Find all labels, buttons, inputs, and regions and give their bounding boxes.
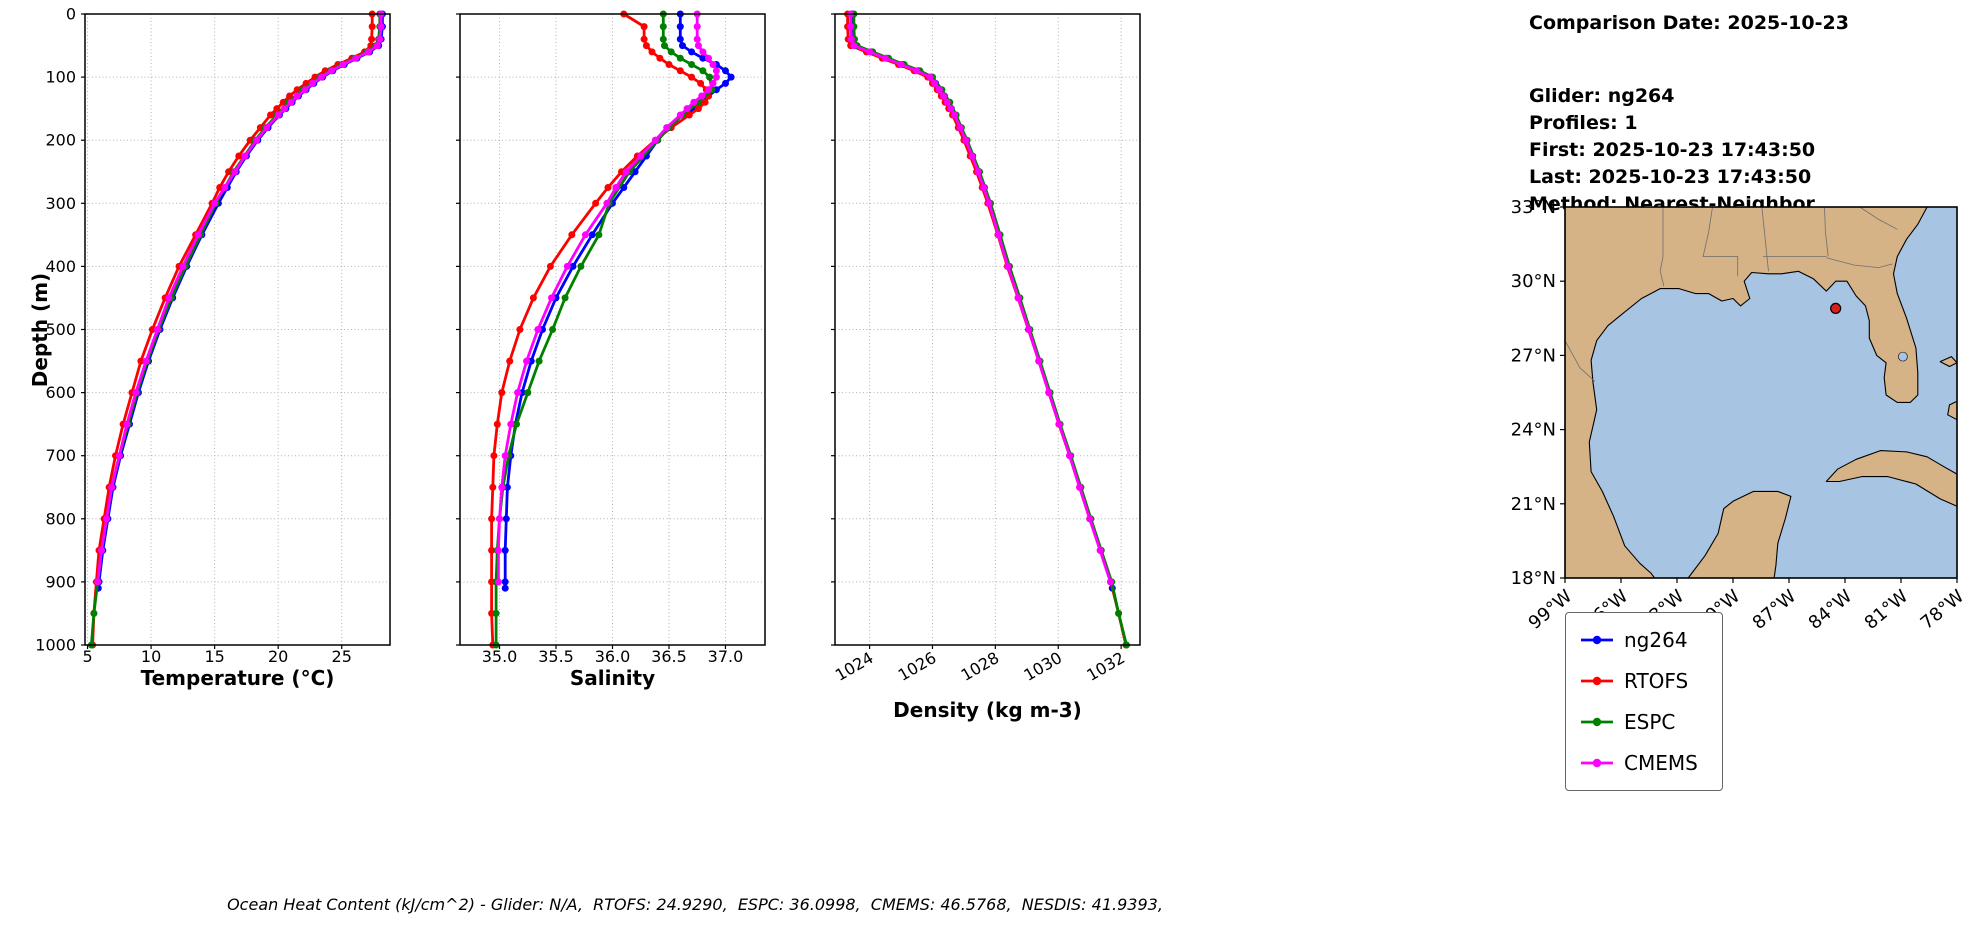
gridlines [85, 13, 390, 646]
series-RTOFS [844, 10, 1130, 649]
series-CMEMS [94, 10, 385, 586]
svg-text:1000: 1000 [35, 636, 76, 655]
svg-text:18°N: 18°N [1511, 568, 1556, 589]
comparison-date: Comparison Date: 2025-10-23 [1529, 12, 1849, 34]
map-state-border [1564, 340, 1596, 382]
axis-ticks [81, 13, 343, 649]
svg-text:0: 0 [66, 5, 76, 24]
svg-text:1024: 1024 [832, 648, 877, 685]
svg-text:24°N: 24°N [1511, 420, 1556, 441]
svg-text:81°W: 81°W [1861, 586, 1913, 634]
comparison-info-block: Comparison Date: 2025-10-23 Glider: ng26… [1529, 10, 1849, 218]
svg-text:30°N: 30°N [1511, 271, 1556, 292]
map-state-border [1826, 257, 1893, 269]
svg-text:200: 200 [45, 131, 76, 150]
legend-item-CMEMS: CMEMS [1580, 748, 1708, 778]
svg-text:20: 20 [268, 647, 288, 666]
map-state-border [1659, 207, 1665, 287]
svg-text:78°W: 78°W [1917, 586, 1969, 634]
map-state-border [1702, 206, 1739, 277]
svg-text:300: 300 [45, 194, 76, 213]
svg-text:900: 900 [45, 572, 76, 591]
plot-frame [459, 13, 766, 646]
legend-line-sample [1581, 635, 1613, 645]
legend-item-RTOFS: RTOFS [1580, 666, 1708, 696]
svg-text:1026: 1026 [895, 648, 940, 685]
ohc-footer: Ocean Heat Content (kJ/cm^2) - Glider: N… [227, 895, 1163, 914]
svg-text:36.5: 36.5 [651, 647, 687, 666]
series-ng264 [94, 10, 386, 592]
gulf-of-mexico-map: 99°W 96°W 93°W 90°W 87°W 84°W 81°W 78°W33°N30°N… [1511, 197, 1969, 634]
profiles-count: Profiles: 1 [1529, 112, 1638, 134]
map-state-border [1824, 206, 1829, 257]
tick-labels: 5 10 15 20 25 0 100 200 300 400 500 600 700 800 900 100… [35, 5, 352, 667]
legend-label: RTOFS [1624, 669, 1689, 693]
series-CMEMS [494, 10, 720, 586]
legend-line-sample [1581, 676, 1613, 686]
map-frame [1564, 206, 1958, 579]
map-state-border [1761, 206, 1769, 272]
svg-text:33°N: 33°N [1511, 197, 1556, 218]
svg-text:21°N: 21°N [1511, 494, 1556, 515]
map-ticks [1560, 206, 1958, 583]
glider-name: Glider: ng264 [1529, 85, 1675, 107]
map-state-border [1859, 206, 1898, 230]
first-profile-time: First: 2025-10-23 17:43:50 [1529, 139, 1816, 161]
svg-text:37.0: 37.0 [708, 647, 744, 666]
plot-frame [834, 13, 1141, 646]
svg-text:27°N: 27°N [1511, 345, 1556, 366]
salinity-xlabel: Salinity [569, 666, 656, 690]
legend-box: ng264 RTOFS ESPC CMEMS [1565, 612, 1723, 791]
glider-position-marker [1830, 302, 1842, 315]
series-ng264 [848, 10, 1116, 592]
temperature-xlabel: Temperature (°C) [140, 666, 335, 690]
svg-text:5: 5 [82, 647, 92, 666]
svg-text:700: 700 [45, 446, 76, 465]
map-land [1564, 206, 1928, 579]
svg-text:10: 10 [141, 647, 161, 666]
svg-text:400: 400 [45, 257, 76, 276]
svg-text:600: 600 [45, 383, 76, 402]
svg-text:1028: 1028 [958, 648, 1003, 685]
legend-line-sample [1581, 717, 1613, 727]
tick-labels: 1024 1026 1028 1030 1032 [832, 648, 1128, 685]
density-xlabel: Density (kg m-3) [893, 698, 1082, 722]
legend-item-ESPC: ESPC [1580, 707, 1708, 737]
legend-label: ng264 [1624, 628, 1688, 652]
temperature-profile-plot: 5 10 15 20 25 0 100 200 300 400 500 600 700 800 900 100… [35, 5, 391, 666]
legend-label: ESPC [1624, 710, 1676, 734]
svg-text:87°W: 87°W [1749, 586, 1801, 634]
svg-text:800: 800 [45, 509, 76, 528]
svg-text:25: 25 [332, 647, 352, 666]
svg-text:15: 15 [204, 647, 224, 666]
svg-text:35.5: 35.5 [538, 647, 574, 666]
axis-ticks [831, 13, 1122, 649]
svg-text:100: 100 [45, 68, 76, 87]
density-profile-plot: 1024 1026 1028 1030 1032 [831, 10, 1141, 685]
svg-text:84°W: 84°W [1805, 586, 1857, 634]
lake-okeechobee [1898, 351, 1908, 362]
svg-text:500: 500 [45, 320, 76, 339]
svg-text:35.0: 35.0 [482, 647, 518, 666]
gridlines [835, 13, 1140, 646]
tick-labels: 35.0 35.5 36.0 36.5 37.0 [482, 647, 744, 666]
last-profile-time: Last: 2025-10-23 17:43:50 [1529, 166, 1812, 188]
series-ESPC [850, 10, 1130, 649]
legend-line-sample [1581, 758, 1613, 768]
svg-text:1032: 1032 [1083, 648, 1128, 685]
svg-text:1030: 1030 [1020, 648, 1065, 685]
plot-frame [84, 13, 391, 646]
salinity-profile-plot: 35.0 35.5 36.0 36.5 37.0 [456, 10, 766, 666]
legend-label: CMEMS [1624, 751, 1698, 775]
svg-text:36.0: 36.0 [595, 647, 631, 666]
legend-item-ng264: ng264 [1580, 625, 1708, 655]
map-land [1687, 490, 1792, 579]
series-CMEMS [847, 10, 1114, 586]
